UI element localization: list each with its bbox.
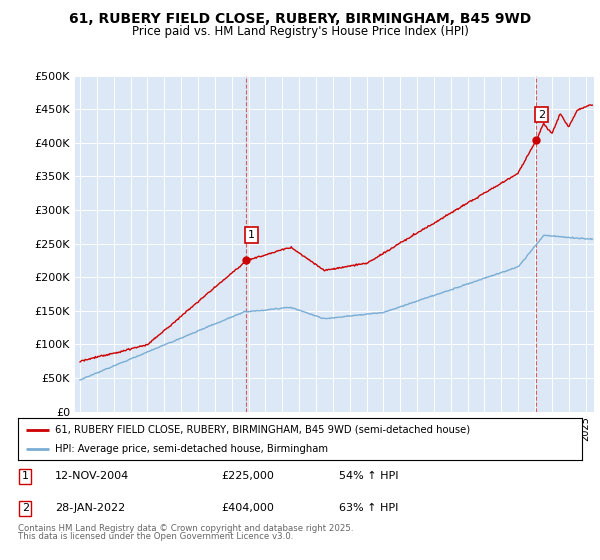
- Text: 28-JAN-2022: 28-JAN-2022: [55, 503, 125, 514]
- Text: 12-NOV-2004: 12-NOV-2004: [55, 472, 129, 482]
- Text: Contains HM Land Registry data © Crown copyright and database right 2025.: Contains HM Land Registry data © Crown c…: [18, 524, 353, 533]
- Text: 1: 1: [22, 472, 29, 482]
- Text: 1: 1: [248, 230, 255, 240]
- Text: 2: 2: [538, 110, 545, 120]
- Text: 63% ↑ HPI: 63% ↑ HPI: [340, 503, 399, 514]
- Text: 2: 2: [22, 503, 29, 514]
- Text: This data is licensed under the Open Government Licence v3.0.: This data is licensed under the Open Gov…: [18, 532, 293, 541]
- Text: £404,000: £404,000: [221, 503, 274, 514]
- Text: 61, RUBERY FIELD CLOSE, RUBERY, BIRMINGHAM, B45 9WD (semi-detached house): 61, RUBERY FIELD CLOSE, RUBERY, BIRMINGH…: [55, 424, 470, 435]
- Text: 54% ↑ HPI: 54% ↑ HPI: [340, 472, 399, 482]
- Text: HPI: Average price, semi-detached house, Birmingham: HPI: Average price, semi-detached house,…: [55, 444, 328, 454]
- Text: £225,000: £225,000: [221, 472, 274, 482]
- Text: Price paid vs. HM Land Registry's House Price Index (HPI): Price paid vs. HM Land Registry's House …: [131, 25, 469, 38]
- Text: 61, RUBERY FIELD CLOSE, RUBERY, BIRMINGHAM, B45 9WD: 61, RUBERY FIELD CLOSE, RUBERY, BIRMINGH…: [69, 12, 531, 26]
